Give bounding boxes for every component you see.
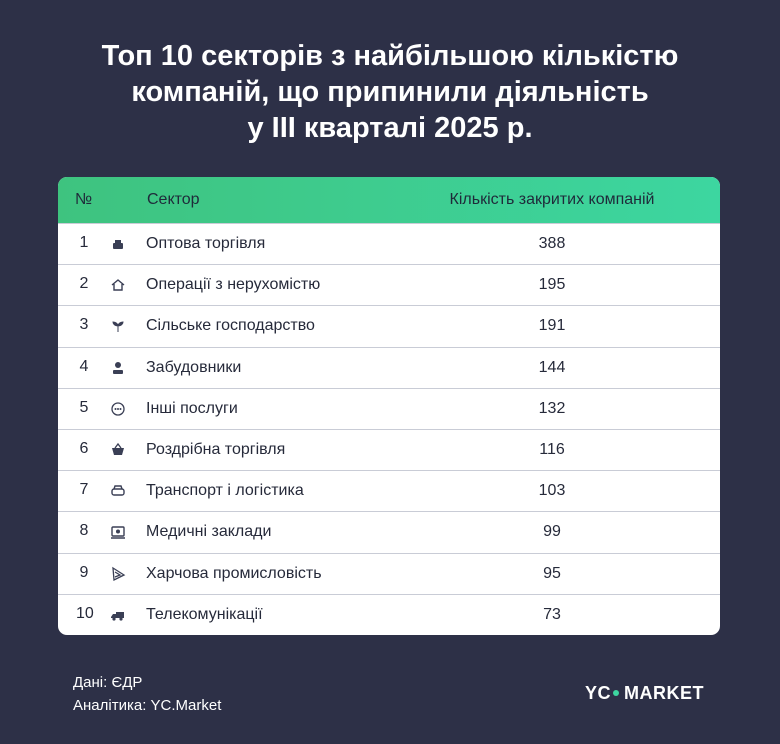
source: Дані: ЄДР: [73, 674, 143, 691]
count: 95: [543, 564, 561, 582]
logo: YC MARKET: [585, 683, 704, 704]
title: Топ 10 секторів з найбільшою кількістю к…: [0, 38, 780, 146]
sector-icon: [112, 566, 126, 581]
analytics: Аналітика: YC.Market: [73, 697, 222, 714]
sector-icon: [113, 361, 123, 374]
count: 116: [539, 441, 565, 458]
table-row: 2 Операції з нерухомістю 195: [58, 264, 720, 305]
rank: 8: [79, 522, 89, 540]
rank: 5: [79, 398, 89, 416]
count: 132: [538, 399, 566, 417]
rank: 9: [79, 563, 89, 581]
column-header: №: [75, 191, 93, 208]
sector-icon: [112, 321, 124, 333]
rank: 10: [76, 604, 94, 622]
sector-icon: [111, 485, 125, 496]
count: 99: [543, 523, 561, 541]
table-row: 1 Оптова торгівля 388: [58, 223, 720, 264]
table-row: 5 Інші послуги 132: [58, 387, 720, 429]
rank: 1: [79, 234, 89, 251]
count: 191: [538, 317, 566, 335]
title-line: у ІІІ кварталі 2025 р.: [247, 112, 533, 144]
count: 103: [538, 482, 566, 500]
sector: Транспорт і логістика: [146, 482, 304, 500]
sector-icon: [113, 240, 123, 249]
table-row: 7 Транспорт і логістика 103: [58, 470, 720, 511]
count: 73: [543, 605, 561, 623]
rank: 6: [79, 440, 89, 457]
title-line: компаній, що припинили діяльність: [131, 76, 649, 108]
sector: Операції з нерухомістю: [146, 276, 321, 294]
column-header: Кількість закритих компаній: [449, 191, 655, 208]
table-row: 6 Роздрібна торгівля 116: [58, 429, 720, 470]
count: 195: [538, 276, 566, 294]
sector-icon: [111, 279, 125, 291]
table-row: 4 Забудовники 144: [58, 346, 720, 388]
sector-icon: [111, 402, 125, 416]
logo-part: YC: [584, 683, 611, 703]
sector: Харчова промисловість: [146, 564, 322, 582]
logo-part: MARKET: [624, 683, 704, 703]
sector: Телекомунікації: [146, 605, 263, 623]
sector: Роздрібна торгівля: [146, 441, 286, 458]
title-line: Топ 10 секторів з найбільшою кількістю: [101, 40, 679, 72]
column-header: Сектор: [147, 191, 200, 208]
sector: Оптова торгівля: [146, 235, 266, 252]
logo-dot: [613, 689, 619, 696]
table: № Сектор Кількість закритих компаній 1 Оп…: [58, 177, 720, 635]
table-row: 3 Сільське господарство 191: [58, 305, 720, 346]
sector: Сільське господарство: [146, 317, 315, 335]
table-header: № Сектор Кількість закритих компаній: [58, 177, 720, 223]
table-row: 10 Телекомунікації 73: [58, 593, 720, 635]
rank: 2: [79, 275, 89, 293]
sector: Забудовники: [146, 358, 242, 376]
sector-icon: [111, 526, 125, 540]
sector: Інші послуги: [146, 399, 238, 417]
count: 388: [538, 235, 566, 252]
sector-icon: [111, 611, 124, 621]
count: 144: [538, 358, 566, 376]
table-row: 9 Харчова промисловість 95: [58, 552, 720, 594]
rank: 7: [79, 481, 89, 499]
rank: 3: [79, 316, 89, 334]
sector-icon: [112, 442, 124, 455]
rank: 4: [79, 357, 89, 375]
sector: Медичні заклади: [146, 523, 272, 541]
table-row: 8 Медичні заклади 99: [58, 511, 720, 552]
